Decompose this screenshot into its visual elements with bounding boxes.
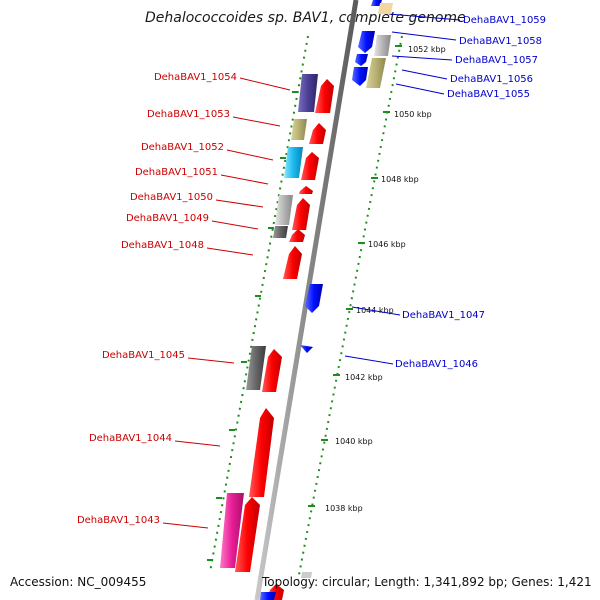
leader-line — [391, 55, 453, 61]
cds-arrow-down[interactable] — [371, 0, 382, 6]
right-labels: DehaBAV1_1059 DehaBAV1_1058 DehaBAV1_105… — [344, 13, 546, 370]
leader-line — [226, 149, 274, 161]
cds-arrow-up[interactable] — [283, 246, 302, 279]
scale-tick-label: 1038 kbp — [325, 504, 363, 513]
left-outer-features — [220, 74, 318, 568]
cds-arrow-up[interactable] — [299, 186, 313, 194]
scale-tick-label: 1046 kbp — [368, 240, 406, 249]
gene-label[interactable]: DehaBAV1_1058 — [459, 36, 542, 47]
cds-feature[interactable] — [301, 572, 312, 578]
cds-arrow-up[interactable] — [292, 198, 310, 230]
cds-arrow-down[interactable] — [352, 67, 368, 86]
left-track-dashes — [207, 91, 298, 561]
leader-line — [344, 355, 394, 365]
scale-tick-label: 1050 kbp — [394, 110, 432, 119]
gene-label[interactable]: DehaBAV1_1054 — [154, 72, 237, 83]
leader-line — [187, 357, 235, 364]
gene-label[interactable]: DehaBAV1_1050 — [130, 192, 213, 203]
cds-arrow-down[interactable] — [358, 31, 375, 53]
cds-feature[interactable] — [220, 493, 244, 568]
gene-label[interactable]: DehaBAV1_1055 — [447, 89, 530, 100]
leader-line — [391, 31, 457, 41]
cds-arrow-up[interactable] — [301, 152, 319, 180]
map-title: Dehalococcoides sp. BAV1, complete genom… — [145, 10, 466, 26]
cds-arrow-up[interactable] — [309, 123, 326, 144]
left-labels: DehaBAV1_1054 DehaBAV1_1053 DehaBAV1_105… — [77, 72, 291, 529]
gene-label[interactable]: DehaBAV1_1056 — [450, 74, 533, 85]
gene-label[interactable]: DehaBAV1_1057 — [455, 55, 538, 66]
cds-arrow-up[interactable] — [315, 79, 334, 113]
gene-label[interactable]: DehaBAV1_1053 — [147, 109, 230, 120]
gene-label[interactable]: DehaBAV1_1051 — [135, 167, 218, 178]
gene-label[interactable]: DehaBAV1_1047 — [402, 310, 485, 321]
cds-feature[interactable] — [291, 119, 307, 140]
cds-arrow-down[interactable] — [300, 345, 313, 353]
leader-line — [401, 69, 448, 80]
gene-label[interactable]: DehaBAV1_1059 — [463, 15, 546, 26]
gene-label[interactable]: DehaBAV1_1044 — [89, 433, 172, 444]
cds-feature[interactable] — [374, 35, 391, 56]
cds-feature[interactable] — [366, 58, 386, 88]
leader-line — [351, 306, 401, 316]
leader-line — [388, 13, 461, 21]
leader-line — [239, 77, 291, 91]
gene-label[interactable]: DehaBAV1_1043 — [77, 515, 160, 526]
leader-line — [174, 440, 221, 447]
cds-arrow-down[interactable] — [305, 284, 323, 313]
left-inner-arrows — [235, 79, 334, 600]
gene-label[interactable]: DehaBAV1_1052 — [141, 142, 224, 153]
scale-tick-label: 1048 kbp — [381, 175, 419, 184]
leader-line — [211, 220, 259, 230]
cds-feature[interactable] — [298, 74, 318, 112]
cds-feature[interactable] — [275, 195, 293, 225]
gene-label[interactable]: DehaBAV1_1046 — [395, 359, 478, 370]
right-track-guide — [297, 35, 403, 581]
leader-line — [215, 199, 264, 208]
gene-label[interactable]: DehaBAV1_1049 — [126, 213, 209, 224]
gene-label[interactable]: DehaBAV1_1045 — [102, 350, 185, 361]
cds-feature[interactable] — [246, 346, 266, 390]
leader-line — [162, 522, 209, 529]
cds-arrow-up[interactable] — [289, 229, 305, 242]
cds-feature[interactable] — [378, 3, 393, 14]
right-outer-features — [301, 3, 393, 578]
cds-feature[interactable] — [273, 226, 288, 238]
leader-line — [220, 174, 269, 185]
accession-text: Accession: NC_009455 — [10, 575, 147, 589]
gene-label[interactable]: DehaBAV1_1048 — [121, 240, 204, 251]
scale-tick-label: 1052 kbp — [408, 45, 446, 54]
cds-arrow-down[interactable] — [260, 592, 276, 600]
leader-line — [232, 116, 281, 127]
leader-line — [206, 247, 254, 256]
leader-line — [395, 83, 445, 95]
cds-arrow-up[interactable] — [262, 349, 282, 392]
scale-ticks: 1052 kbp 1050 kbp 1048 kbp 1046 kbp 1044… — [308, 45, 446, 513]
cds-arrow-up[interactable] — [235, 497, 260, 572]
right-inner-arrows — [260, 0, 382, 600]
cds-feature[interactable] — [284, 147, 303, 178]
cds-arrow-down[interactable] — [355, 54, 368, 66]
scale-tick-label: 1040 kbp — [335, 437, 373, 446]
scale-tick-label: 1042 kbp — [345, 373, 383, 382]
genome-stats-text: Topology: circular; Length: 1,341,892 bp… — [262, 575, 592, 589]
cds-arrow-up[interactable] — [249, 408, 274, 497]
